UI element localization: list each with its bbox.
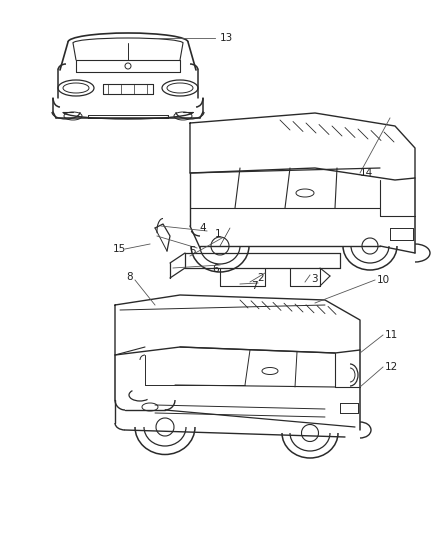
Text: 15: 15 (113, 244, 126, 254)
Text: 14: 14 (359, 168, 373, 178)
Text: 11: 11 (385, 330, 398, 340)
Text: 7: 7 (251, 281, 257, 291)
Text: 13: 13 (220, 33, 233, 43)
Text: 5: 5 (190, 246, 196, 256)
Text: 2: 2 (258, 273, 264, 283)
Text: 6: 6 (213, 264, 219, 274)
Text: 1: 1 (215, 229, 221, 239)
Text: 3: 3 (311, 274, 317, 284)
Text: 10: 10 (376, 275, 389, 285)
Text: 4: 4 (200, 223, 206, 233)
Text: 8: 8 (127, 272, 133, 282)
Text: 12: 12 (385, 362, 398, 372)
